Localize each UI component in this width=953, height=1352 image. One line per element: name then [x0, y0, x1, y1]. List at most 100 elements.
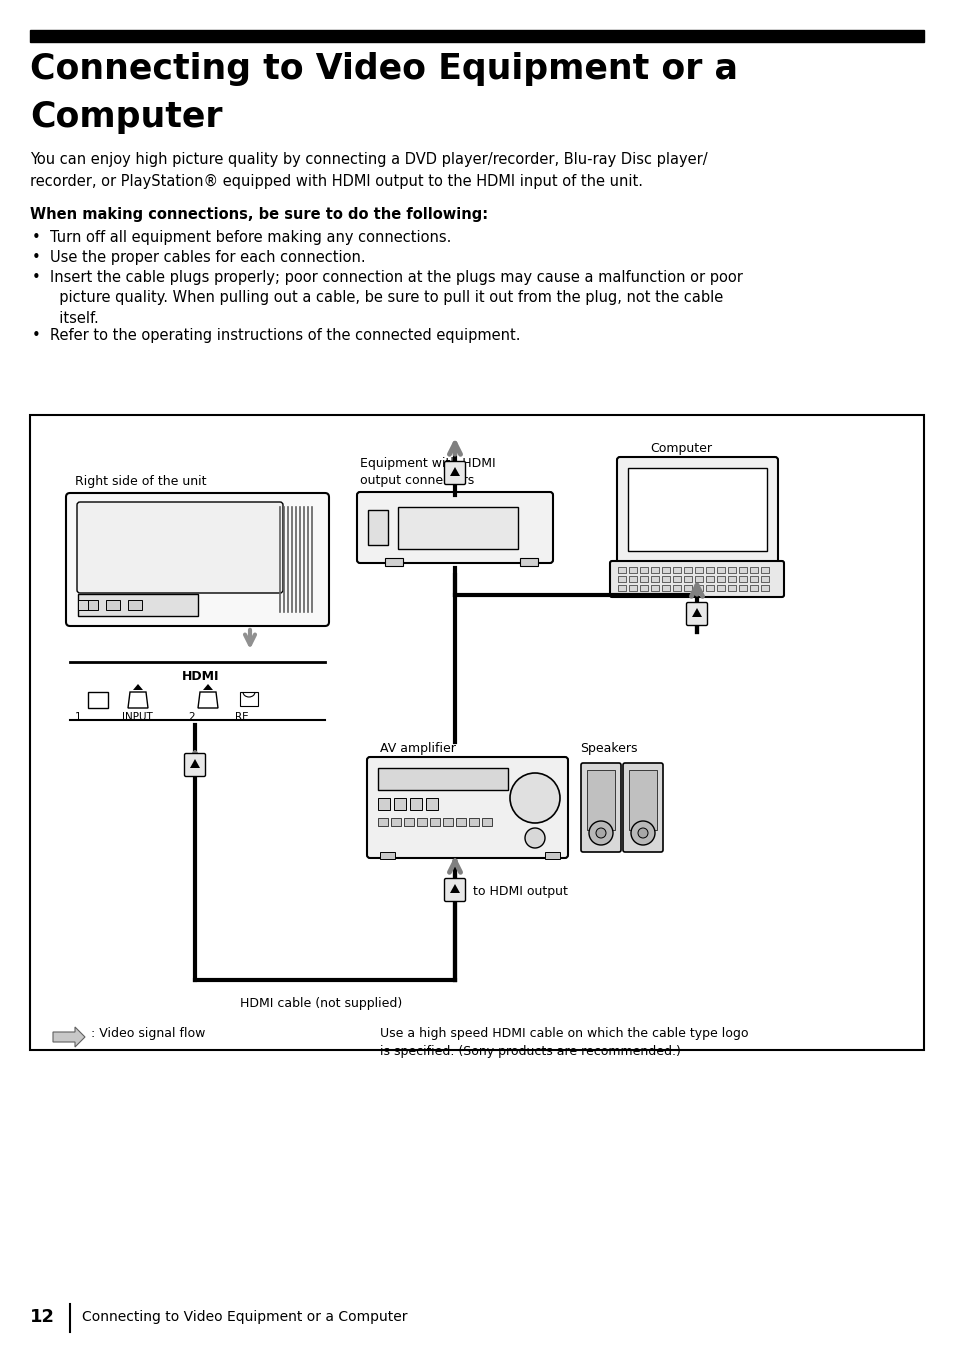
Bar: [627, 468, 766, 552]
Bar: [760, 576, 768, 581]
Bar: [30, 415, 923, 1051]
Polygon shape: [53, 1028, 85, 1046]
Bar: [727, 585, 735, 591]
Polygon shape: [450, 466, 459, 476]
Bar: [106, 600, 120, 610]
Text: Speakers: Speakers: [579, 742, 637, 754]
Bar: [749, 566, 758, 573]
Text: Use the proper cables for each connection.: Use the proper cables for each connectio…: [50, 250, 365, 265]
Bar: [650, 576, 659, 581]
Bar: [377, 818, 388, 826]
Bar: [683, 585, 691, 591]
Text: Right side of the unit: Right side of the unit: [75, 475, 206, 488]
Bar: [760, 566, 768, 573]
FancyBboxPatch shape: [609, 561, 783, 598]
Text: AV amplifier: AV amplifier: [379, 742, 456, 754]
Bar: [717, 585, 724, 591]
Bar: [717, 566, 724, 573]
Bar: [30, 30, 923, 42]
Circle shape: [524, 827, 544, 848]
Text: HDMI cable (not supplied): HDMI cable (not supplied): [240, 996, 402, 1010]
Bar: [717, 576, 724, 581]
Text: Insert the cable plugs properly; poor connection at the plugs may cause a malfun: Insert the cable plugs properly; poor co…: [50, 270, 742, 326]
FancyBboxPatch shape: [622, 763, 662, 852]
Text: 1: 1: [75, 713, 82, 722]
Bar: [705, 585, 713, 591]
Text: Connecting to Video Equipment or a: Connecting to Video Equipment or a: [30, 51, 738, 87]
Bar: [368, 510, 388, 545]
FancyBboxPatch shape: [356, 492, 553, 562]
Polygon shape: [203, 684, 213, 690]
Bar: [628, 585, 637, 591]
Bar: [391, 818, 400, 826]
Bar: [128, 600, 142, 610]
Text: INPUT: INPUT: [122, 713, 152, 722]
Bar: [385, 558, 402, 566]
Text: •: •: [32, 230, 41, 245]
FancyBboxPatch shape: [367, 757, 567, 859]
Text: Connecting to Video Equipment or a Computer: Connecting to Video Equipment or a Compu…: [82, 1310, 407, 1324]
Bar: [628, 771, 657, 830]
Bar: [586, 771, 615, 830]
Text: Computer: Computer: [30, 100, 222, 134]
FancyBboxPatch shape: [444, 461, 465, 484]
FancyBboxPatch shape: [184, 753, 205, 776]
FancyBboxPatch shape: [444, 879, 465, 902]
Bar: [544, 852, 559, 859]
Bar: [456, 818, 465, 826]
Bar: [426, 798, 437, 810]
Bar: [695, 576, 702, 581]
Circle shape: [638, 827, 647, 838]
Polygon shape: [88, 692, 108, 708]
Polygon shape: [198, 692, 218, 708]
Bar: [78, 600, 88, 610]
Polygon shape: [691, 608, 701, 617]
FancyBboxPatch shape: [66, 493, 329, 626]
Bar: [394, 798, 406, 810]
Bar: [379, 852, 395, 859]
Bar: [650, 585, 659, 591]
Bar: [661, 566, 669, 573]
Text: Turn off all equipment before making any connections.: Turn off all equipment before making any…: [50, 230, 451, 245]
Bar: [672, 576, 680, 581]
Bar: [661, 576, 669, 581]
Text: 2: 2: [188, 713, 194, 722]
Bar: [695, 585, 702, 591]
Text: RE: RE: [234, 713, 249, 722]
Text: 12: 12: [30, 1307, 55, 1326]
Bar: [661, 585, 669, 591]
Text: to HDMI output: to HDMI output: [473, 886, 567, 898]
Bar: [683, 566, 691, 573]
Bar: [749, 576, 758, 581]
Circle shape: [588, 821, 613, 845]
Text: HDMI: HDMI: [182, 671, 219, 683]
Bar: [705, 566, 713, 573]
Bar: [618, 585, 625, 591]
Bar: [628, 566, 637, 573]
Bar: [683, 576, 691, 581]
FancyBboxPatch shape: [77, 502, 283, 594]
FancyBboxPatch shape: [617, 457, 778, 568]
Bar: [727, 576, 735, 581]
Text: •: •: [32, 270, 41, 285]
Bar: [416, 818, 427, 826]
Circle shape: [510, 773, 559, 823]
Bar: [650, 566, 659, 573]
Circle shape: [596, 827, 605, 838]
Bar: [739, 576, 746, 581]
Bar: [749, 585, 758, 591]
Bar: [739, 566, 746, 573]
Bar: [695, 566, 702, 573]
Bar: [410, 798, 421, 810]
Bar: [618, 576, 625, 581]
Polygon shape: [190, 758, 200, 768]
Polygon shape: [132, 684, 143, 690]
Text: •: •: [32, 250, 41, 265]
Bar: [639, 576, 647, 581]
Text: Computer: Computer: [649, 442, 711, 456]
Bar: [628, 576, 637, 581]
Bar: [397, 507, 517, 549]
Text: Use a high speed HDMI cable on which the cable type logo
is specified. (Sony pro: Use a high speed HDMI cable on which the…: [379, 1028, 748, 1059]
Bar: [240, 692, 257, 706]
Polygon shape: [450, 884, 459, 894]
